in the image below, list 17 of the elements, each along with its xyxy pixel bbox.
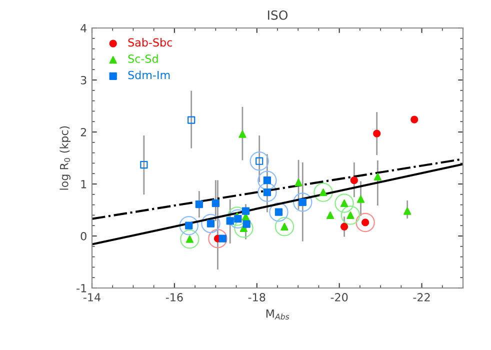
y-tick-label: 3 xyxy=(80,76,86,84)
legend-label: Sdm-Im xyxy=(128,70,170,80)
y-tick-label: 1 xyxy=(81,180,86,188)
y-tick-label: 0 xyxy=(80,232,86,240)
legend-label: Sab-Sbc xyxy=(128,38,172,47)
x-tick-label: -14 xyxy=(83,293,100,302)
y-tick-label: 2 xyxy=(80,128,86,136)
x-tick-label: -22 xyxy=(413,293,430,302)
x-tick-label: -18 xyxy=(248,293,266,302)
chart-title: ISO xyxy=(268,10,288,20)
x-tick-label: -16 xyxy=(166,293,183,302)
legend-label: Sc-Sd xyxy=(128,54,158,63)
y-axis-title: log R$_{0}$ (kpc) xyxy=(60,126,70,190)
x-axis-title: M$_{Abs}$ xyxy=(266,310,290,320)
y-tick-label: 4 xyxy=(80,24,87,32)
y-tick-label: -1 xyxy=(76,284,86,292)
x-tick-label: -20 xyxy=(330,293,348,302)
